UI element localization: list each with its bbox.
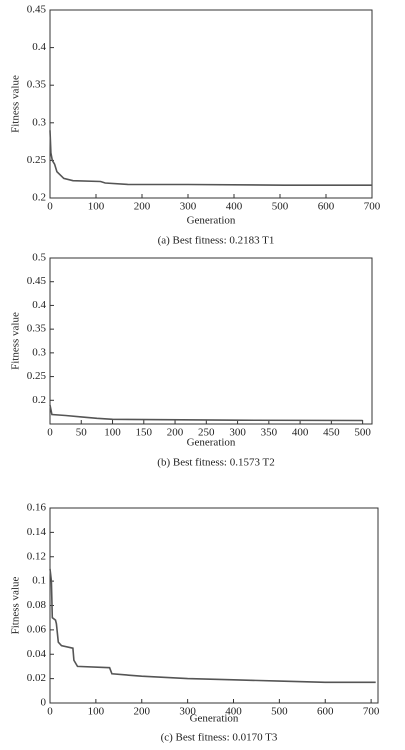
caption: (c) Best fitness: 0.0170 T3 [161, 732, 278, 744]
x-axis-label: Generation [187, 437, 236, 449]
x-tick-label: 0 [47, 201, 53, 213]
y-tick-label: 0.35 [27, 79, 47, 91]
x-tick-label: 200 [167, 427, 184, 439]
x-tick-label: 400 [226, 201, 243, 213]
x-tick-label: 100 [88, 706, 105, 718]
x-axis-label: Generation [187, 215, 236, 227]
plot-frame [49, 257, 373, 425]
y-tick-label: 0.12 [27, 550, 46, 562]
x-tick-label: 300 [229, 427, 246, 439]
y-tick-label: 0.1 [32, 575, 46, 587]
x-tick-label: 500 [272, 201, 289, 213]
y-axis-label: Fitness value [10, 312, 22, 370]
x-tick-label: 500 [354, 427, 371, 439]
fitness-line [49, 568, 376, 684]
y-tick-label: 0.06 [27, 623, 47, 635]
y-tick-label: 0.4 [32, 41, 46, 53]
y-tick-label: 0.4 [32, 299, 46, 311]
fitness-line [49, 404, 363, 422]
y-tick-label: 0.5 [32, 252, 46, 264]
x-tick-label: 200 [134, 201, 151, 213]
y-tick-label: 0.2 [32, 394, 46, 406]
y-tick-label: 0.02 [27, 672, 46, 684]
x-tick-label: 450 [323, 427, 340, 439]
caption: (a) Best fitness: 0.2183 T1 [158, 235, 275, 247]
x-tick-label: 100 [104, 427, 121, 439]
x-tick-label: 0 [47, 427, 53, 439]
y-tick-label: 0.35 [27, 323, 47, 335]
y-tick-label: 0.2 [32, 192, 46, 204]
plot-frame [49, 507, 379, 704]
y-axis-label: Fitness value [10, 75, 22, 133]
x-tick-label: 600 [317, 706, 334, 718]
y-tick-label: 0.3 [32, 116, 46, 128]
y-tick-label: 0.3 [32, 346, 46, 358]
x-tick-label: 200 [133, 706, 150, 718]
x-tick-label: 500 [271, 706, 288, 718]
caption: (b) Best fitness: 0.1573 T2 [157, 457, 274, 469]
x-tick-label: 50 [76, 427, 88, 439]
x-tick-label: 100 [88, 201, 105, 213]
x-tick-label: 300 [180, 201, 197, 213]
x-tick-label: 400 [225, 706, 242, 718]
x-tick-label: 300 [179, 706, 196, 718]
x-tick-label: 700 [363, 706, 380, 718]
x-tick-label: 700 [364, 201, 381, 213]
plot-frame [49, 9, 373, 199]
x-tick-label: 0 [47, 706, 53, 718]
x-tick-label: 150 [136, 427, 153, 439]
y-tick-label: 0.04 [27, 648, 47, 660]
y-tick-label: 0.25 [27, 154, 47, 166]
y-tick-label: 0.25 [27, 370, 47, 382]
y-tick-label: 0 [41, 697, 47, 709]
x-tick-label: 250 [198, 427, 215, 439]
fitness-line [49, 130, 372, 186]
x-axis-label: Generation [190, 713, 239, 725]
y-tick-label: 0.45 [27, 4, 47, 16]
x-tick-label: 600 [318, 201, 335, 213]
y-tick-label: 0.16 [27, 502, 47, 514]
y-axis-label: Fitness value [10, 577, 22, 635]
y-tick-label: 0.08 [27, 599, 47, 611]
x-tick-label: 400 [292, 427, 309, 439]
y-tick-label: 0.45 [27, 275, 47, 287]
x-tick-label: 350 [261, 427, 278, 439]
y-tick-label: 0.14 [27, 526, 47, 538]
